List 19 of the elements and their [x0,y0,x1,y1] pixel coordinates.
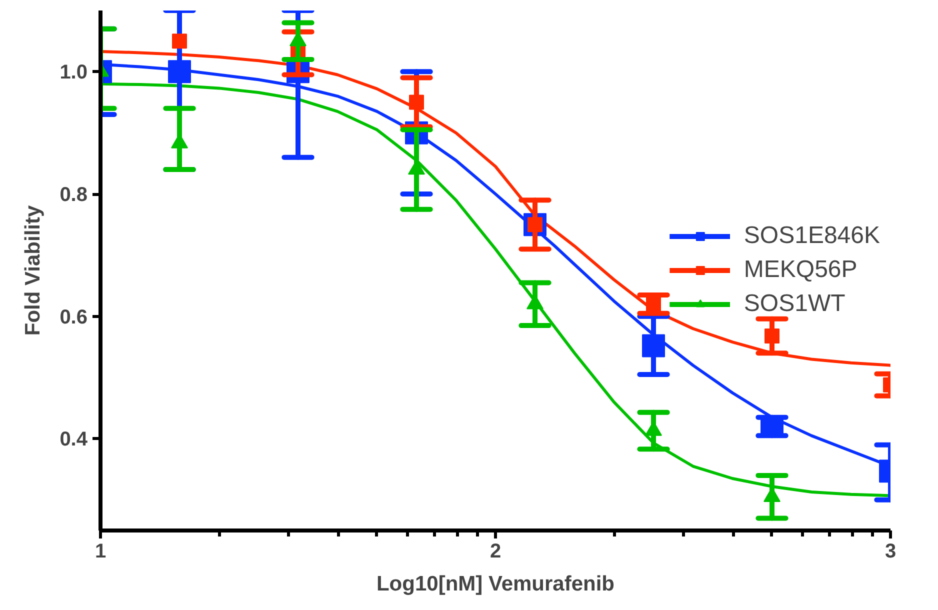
x-tick-label: 2 [490,540,502,562]
x-axis-title: Log10[nM] Vemurafenib [376,572,615,596]
y-tick-label: 0.4 [60,428,88,451]
legend-label: SOS1E846K [744,222,880,250]
point [642,334,665,358]
y-axis-title: Fold Viability [22,205,45,336]
y-tick-label: 0.8 [60,184,88,206]
point [764,328,780,344]
legend-label: MEKQ56P [744,256,858,284]
point [409,94,424,110]
y-tick-label: 1.0 [60,62,88,84]
y-tick-label: 0.6 [60,306,88,328]
x-tick-label: 3 [884,540,896,562]
x-tick-label: 1 [94,540,106,562]
legend-label: SOS1WT [744,290,846,318]
point [646,296,661,312]
point [168,60,191,84]
line-series [100,50,890,367]
point [172,34,187,49]
